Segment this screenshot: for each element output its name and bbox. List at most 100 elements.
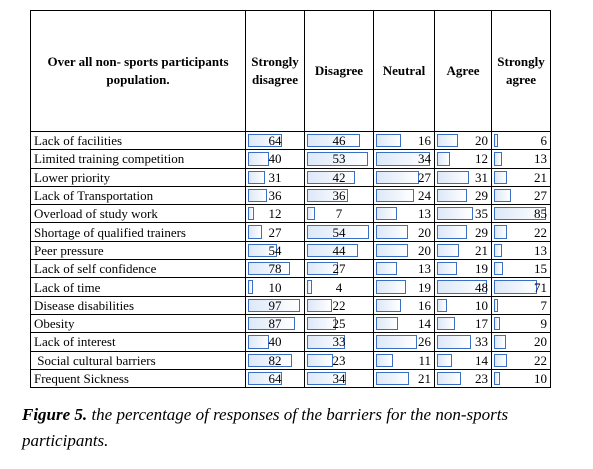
data-bar — [437, 188, 468, 203]
data-bar — [494, 316, 500, 331]
data-bar — [307, 134, 360, 148]
value-cell: 27 — [373, 167, 435, 187]
header-title: Over all non- sports participants popula… — [30, 10, 246, 132]
row-label: Peer pressure — [30, 240, 246, 261]
value-cell: 31 — [245, 167, 305, 187]
table-row: Limited training competition 40 53 34 12 13 — [30, 149, 551, 169]
value-cell: 15 — [491, 259, 551, 279]
value-cell: 20 — [373, 240, 435, 261]
data-bar — [376, 335, 418, 349]
value-cell: 85 — [491, 204, 551, 224]
data-bar — [248, 134, 283, 148]
data-bar — [376, 298, 402, 312]
data-bar — [376, 280, 407, 294]
data-table: Over all non- sports participants popula… — [30, 10, 551, 389]
cell-value: 20 — [475, 133, 488, 149]
data-bar — [376, 188, 415, 203]
data-bar — [437, 298, 448, 312]
value-cell: 6 — [491, 130, 551, 151]
cell-value: 22 — [534, 352, 547, 368]
value-cell: 27 — [245, 222, 305, 242]
cell-value: 13 — [418, 261, 431, 277]
row-label: Overload of study work — [30, 204, 246, 224]
data-bar — [248, 353, 292, 367]
data-bar — [494, 207, 546, 221]
value-cell: 34 — [304, 368, 374, 389]
cell-value: 27 — [418, 169, 431, 185]
cell-value: 16 — [418, 297, 431, 313]
data-bar — [376, 371, 410, 386]
value-cell: 40 — [245, 332, 305, 352]
data-bar — [494, 188, 511, 203]
cell-value: 64 — [268, 133, 282, 149]
data-bar — [248, 188, 268, 203]
row-label: Obesity — [30, 313, 246, 334]
table-row: Lack of time 10 4 19 48 71 — [30, 277, 551, 297]
value-cell: 7 — [491, 295, 551, 315]
value-cell: 19 — [373, 277, 435, 297]
value-cell: 27 — [304, 259, 374, 279]
value-cell: 10 — [491, 368, 551, 389]
value-cell: 10 — [245, 277, 305, 297]
table-row: Frequent Sickness 64 34 21 23 10 — [30, 368, 551, 389]
cell-value: 54 — [268, 242, 282, 258]
data-bar — [437, 353, 452, 367]
cell-value: 36 — [268, 188, 282, 204]
value-cell: 14 — [434, 350, 492, 370]
data-bar — [248, 298, 300, 312]
cell-value: 25 — [332, 316, 346, 332]
data-bar — [437, 280, 487, 294]
data-bar — [494, 134, 498, 148]
table-row: Lack of facilities 64 46 16 20 6 — [30, 130, 551, 151]
row-label: Frequent Sickness — [30, 368, 246, 389]
value-cell: 13 — [491, 240, 551, 261]
table-row: Shortage of qualified trainers 27 54 20 29 22 — [30, 222, 551, 242]
cell-value: 10 — [268, 279, 282, 295]
data-bar — [307, 335, 345, 349]
cell-value: 21 — [418, 371, 431, 386]
value-cell: 87 — [245, 313, 305, 334]
cell-value: 10 — [475, 297, 488, 313]
cell-value: 54 — [332, 224, 346, 240]
cell-value: 11 — [418, 352, 431, 368]
value-cell: 78 — [245, 259, 305, 279]
cell-value: 48 — [475, 279, 488, 295]
data-bar — [437, 262, 457, 276]
cell-value: 13 — [418, 206, 431, 222]
cell-value: 27 — [332, 261, 346, 277]
data-bar — [307, 280, 312, 294]
data-bar — [376, 152, 430, 166]
value-cell: 46 — [304, 130, 374, 151]
data-bar — [376, 170, 419, 184]
value-cell: 22 — [304, 295, 374, 315]
value-cell: 71 — [491, 277, 551, 297]
value-cell: 26 — [373, 332, 435, 352]
value-cell: 29 — [434, 185, 492, 206]
value-cell: 97 — [245, 295, 305, 315]
data-bar — [494, 262, 504, 276]
data-bar — [307, 353, 334, 367]
data-bar — [307, 188, 349, 203]
value-cell: 23 — [434, 368, 492, 389]
cell-value: 33 — [332, 334, 346, 350]
data-bar — [494, 371, 501, 386]
value-cell: 22 — [491, 350, 551, 370]
cell-value: 97 — [268, 297, 282, 313]
value-cell: 82 — [245, 350, 305, 370]
cell-value: 14 — [418, 316, 431, 332]
cell-value: 26 — [418, 334, 431, 350]
cell-value: 23 — [475, 371, 488, 386]
data-bar — [248, 207, 255, 221]
cell-value: 36 — [332, 188, 346, 204]
cell-value: 12 — [475, 151, 488, 167]
table-row: Lack of interest 40 33 26 33 20 — [30, 332, 551, 352]
cell-value: 13 — [534, 151, 547, 167]
data-bar — [248, 243, 277, 258]
cell-value: 13 — [534, 242, 547, 258]
data-bar — [307, 152, 368, 166]
data-bar — [437, 152, 450, 166]
data-bar — [494, 225, 508, 239]
data-bar — [376, 134, 402, 148]
cell-value: 21 — [475, 242, 488, 258]
data-bar — [437, 225, 468, 239]
